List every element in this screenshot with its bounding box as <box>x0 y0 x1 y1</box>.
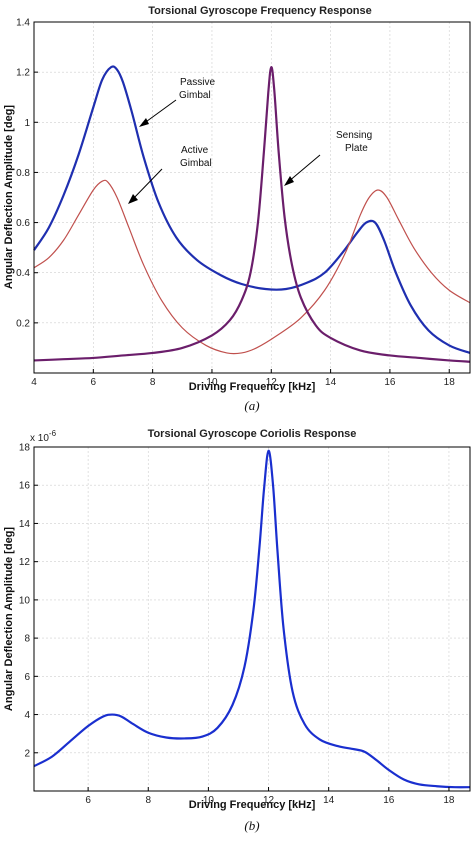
annotation-passive-gimbal-line2: Gimbal <box>179 90 211 101</box>
chart-a-xtick-label: 18 <box>444 377 456 388</box>
chart-b-ytick-label: 12 <box>19 557 31 568</box>
annotation-passive-gimbal-arrowhead <box>139 118 149 127</box>
chart-a-plot-area <box>33 65 471 363</box>
chart-a-xtick-label: 6 <box>91 377 97 388</box>
chart-a-xtick-label: 12 <box>266 377 278 388</box>
chart-a-ytick-label: 1 <box>24 118 30 129</box>
chart-b-plot-area <box>33 449 471 789</box>
chart-a-xtick-label: 14 <box>325 377 337 388</box>
annotation-passive-gimbal-arrow <box>142 99 177 125</box>
chart-b-ytick-label: 14 <box>19 519 31 530</box>
chart-b-xtick-label: 10 <box>203 795 215 806</box>
chart-b-ytick-label: 10 <box>19 595 31 606</box>
chart-a-xtick-label: 4 <box>31 377 37 388</box>
annotation-active-gimbal: Active Gimbal <box>128 145 212 204</box>
chart-a-title: Torsional Gyroscope Frequency Response <box>148 5 372 17</box>
chart-a-grid <box>34 22 470 373</box>
chart-b-ytick-label: 16 <box>19 481 31 492</box>
chart-b-ytick-label: 4 <box>24 710 30 721</box>
chart-a-xlabel: Driving Frequency [kHz] <box>189 381 316 393</box>
chart-b: Torsional Gyroscope Coriolis Response x … <box>3 428 471 833</box>
annotation-active-gimbal-line1: Active <box>181 145 209 156</box>
annotation-sensing-plate-arrowhead <box>284 176 294 186</box>
chart-a-ticks: 4 6 8 10 12 14 16 18 0.2 0.4 0.6 0.8 1 1.2 1.4 <box>16 18 455 389</box>
annotation-active-gimbal-arrow <box>131 168 163 201</box>
chart-a-ytick-label: 0.8 <box>16 168 30 179</box>
chart-a-ytick-label: 0.6 <box>16 218 30 229</box>
chart-a-xtick-label: 10 <box>206 377 218 388</box>
chart-b-xtick-label: 14 <box>323 795 335 806</box>
chart-a-series-passive-gimbal <box>33 65 471 354</box>
chart-a-ytick-label: 1.4 <box>16 18 30 29</box>
chart-b-scale-label: x 10-6 <box>30 429 57 444</box>
annotation-sensing-plate-line2: Plate <box>345 143 368 154</box>
chart-a-frame <box>33 21 471 374</box>
chart-b-frame <box>33 446 471 792</box>
chart-a: Torsional Gyroscope Frequency Response 4… <box>3 5 471 413</box>
chart-b-ylabel: Angular Deflection Amplitude [deg] <box>3 527 15 711</box>
chart-b-title: Torsional Gyroscope Coriolis Response <box>148 428 357 440</box>
chart-b-xtick-label: 18 <box>443 795 455 806</box>
annotation-active-gimbal-line2: Gimbal <box>180 158 212 169</box>
chart-b-ytick-label: 18 <box>19 443 31 454</box>
annotation-sensing-plate-line1: Sensing <box>336 130 372 141</box>
annotation-passive-gimbal: Passive Gimbal <box>139 77 215 127</box>
annotation-sensing-plate-arrow <box>287 154 321 183</box>
chart-b-xtick-label: 6 <box>85 795 91 806</box>
chart-b-xtick-label: 12 <box>263 795 275 806</box>
chart-b-ytick-label: 2 <box>24 748 30 759</box>
chart-a-series-active-gimbal <box>33 179 471 355</box>
chart-b-ticks: 6 8 10 12 14 16 18 2 4 6 8 10 12 14 16 18 <box>19 443 455 807</box>
chart-b-xlabel: Driving Frequency [kHz] <box>189 799 316 811</box>
chart-b-grid <box>34 447 470 791</box>
chart-a-ytick-label: 0.2 <box>16 318 30 329</box>
chart-a-ytick-label: 1.2 <box>16 68 30 79</box>
annotation-sensing-plate: Sensing Plate <box>284 130 372 186</box>
chart-a-ylabel: Angular Deflection Amplitude [deg] <box>3 105 15 289</box>
chart-a-caption: (a) <box>244 398 259 413</box>
chart-b-ytick-label: 6 <box>24 672 30 683</box>
chart-b-ytick-label: 8 <box>24 634 30 645</box>
chart-a-xtick-label: 8 <box>150 377 156 388</box>
annotation-active-gimbal-arrowhead <box>128 194 138 204</box>
chart-b-caption: (b) <box>244 818 259 833</box>
chart-a-ytick-label: 0.4 <box>16 268 30 279</box>
chart-a-xtick-label: 16 <box>384 377 396 388</box>
chart-b-xtick-label: 8 <box>145 795 151 806</box>
annotation-passive-gimbal-line1: Passive <box>180 77 215 88</box>
chart-a-series-sensing-plate <box>33 66 471 363</box>
chart-b-series-response <box>33 449 471 789</box>
chart-b-xtick-label: 16 <box>383 795 395 806</box>
